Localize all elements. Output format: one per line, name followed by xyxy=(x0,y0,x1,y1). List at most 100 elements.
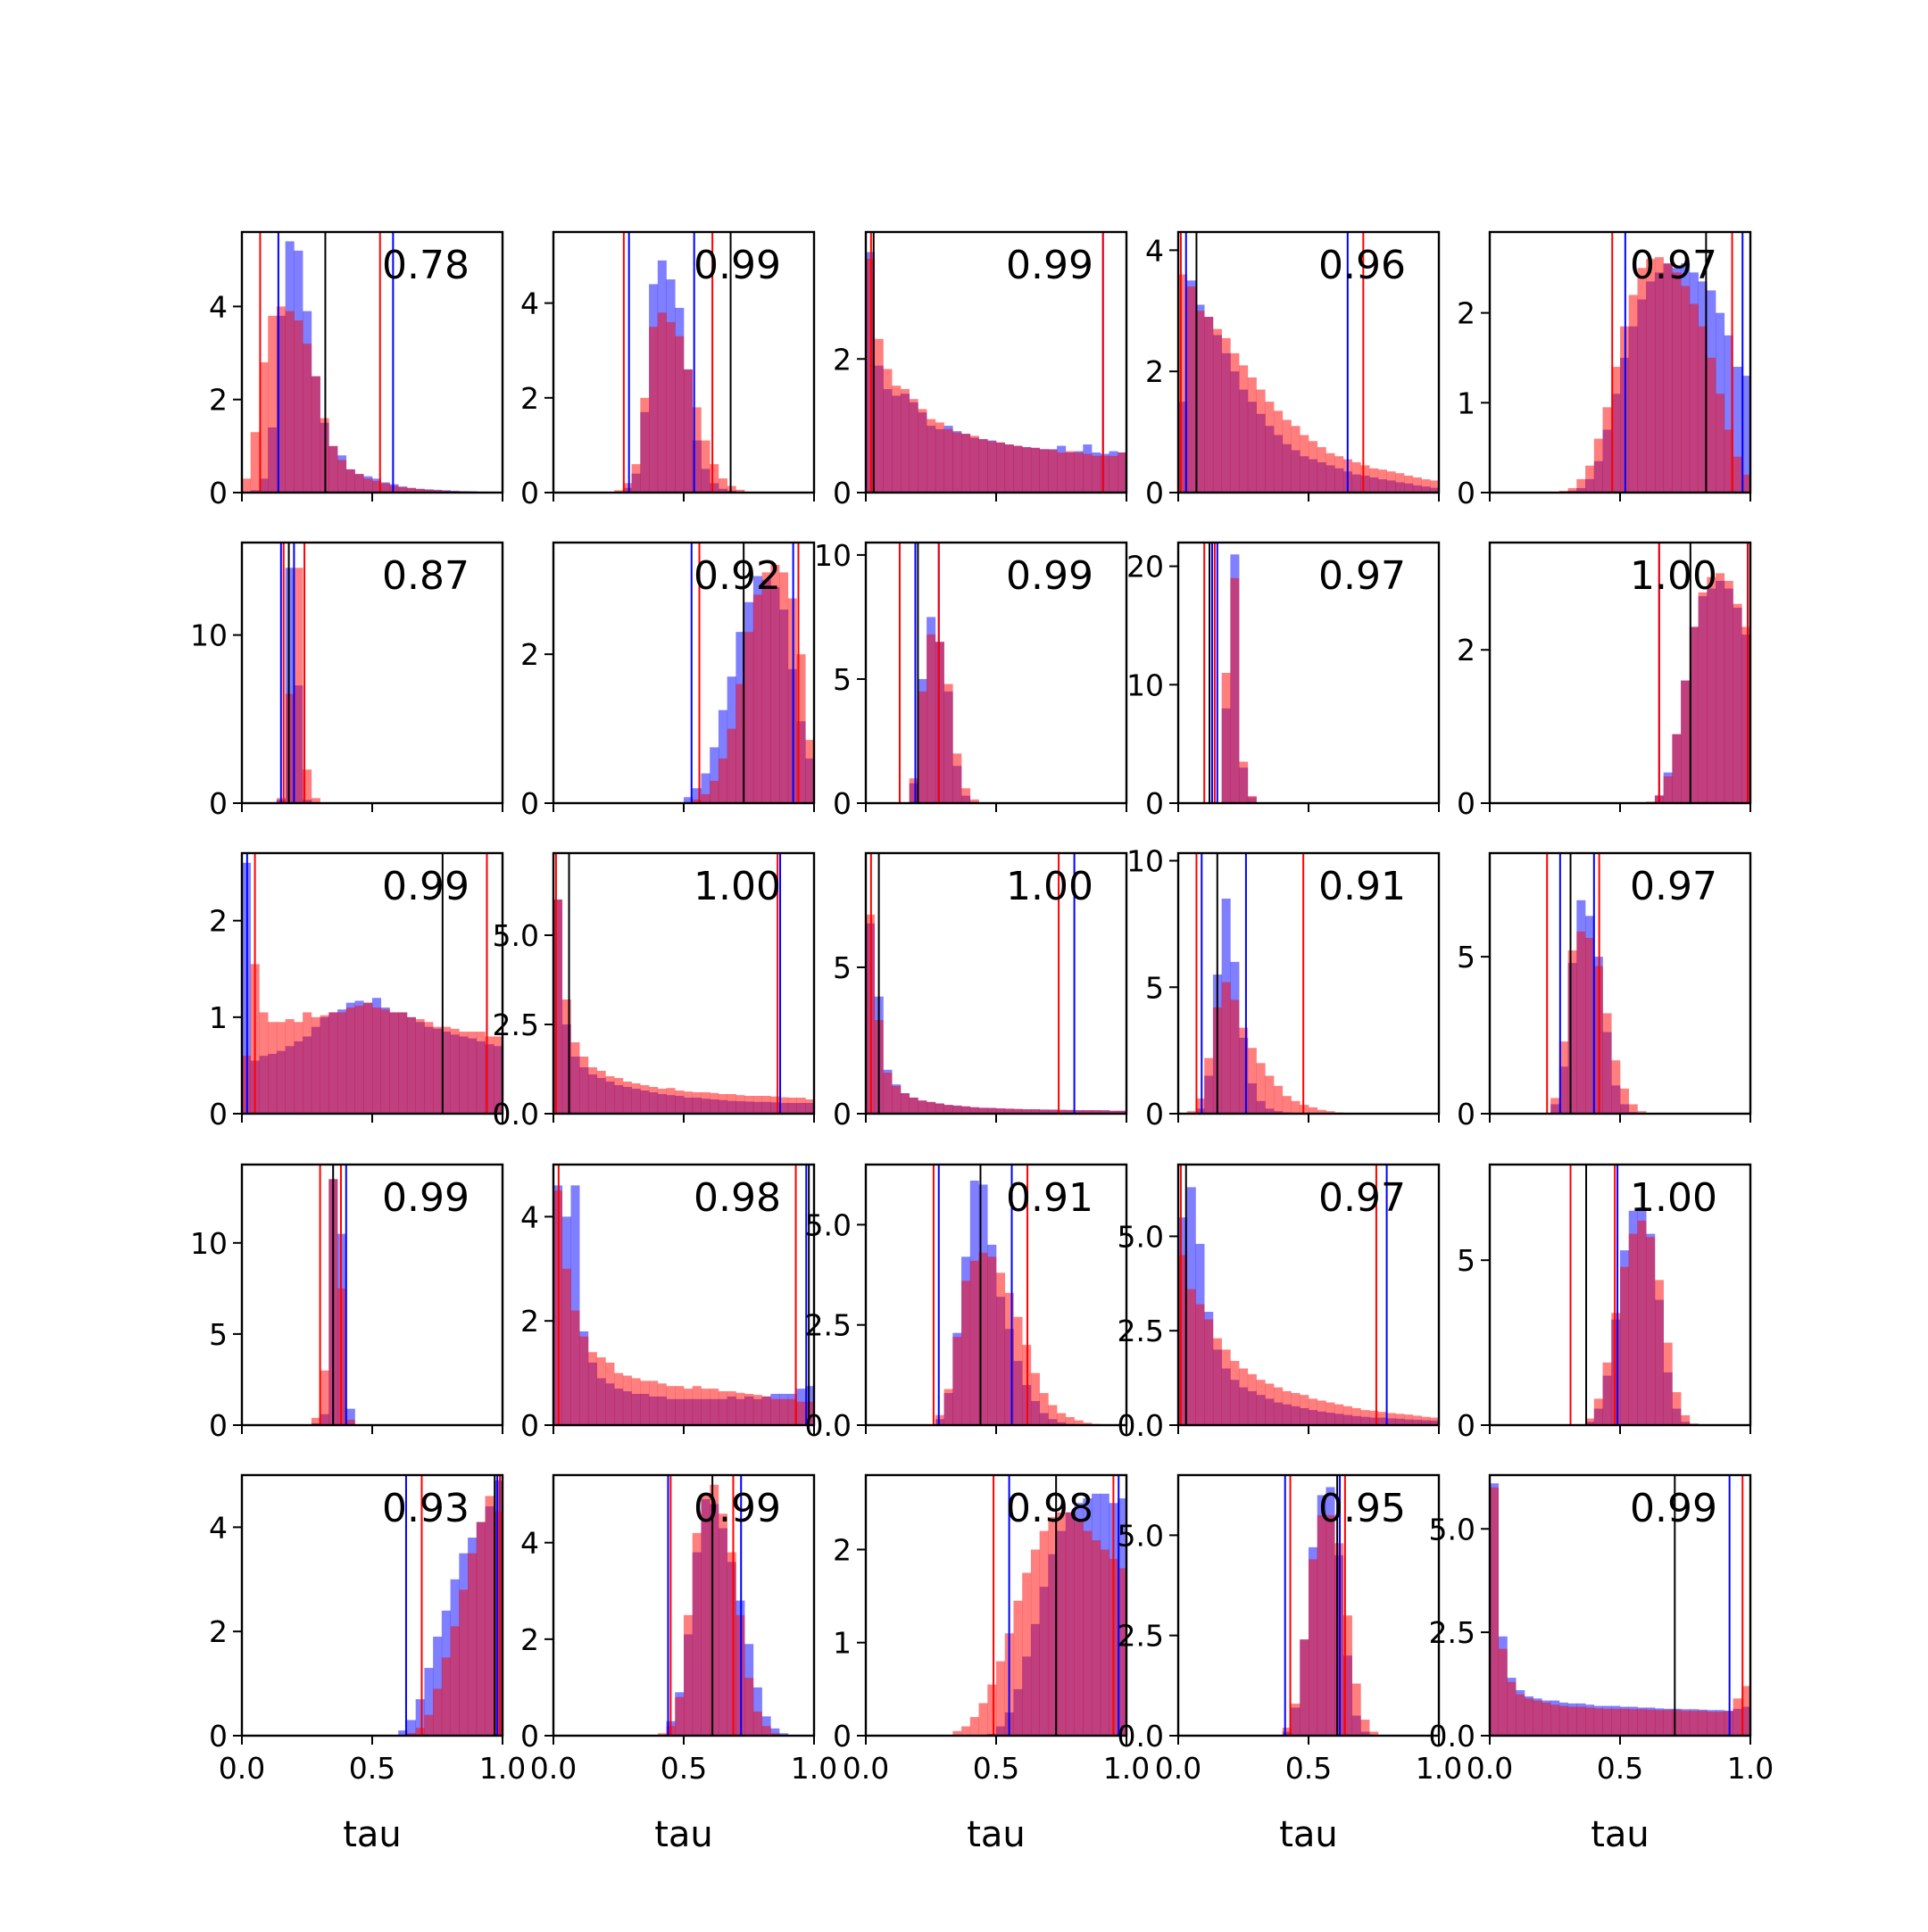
y-tick-label: 5 xyxy=(833,950,852,985)
correlation-label: 0.97 xyxy=(1318,1175,1406,1221)
correlation-label: 0.78 xyxy=(382,243,470,288)
hist-bar xyxy=(1326,1111,1335,1114)
y-tick-label: 20 xyxy=(1126,550,1164,585)
hist-bar xyxy=(345,1419,355,1425)
y-tick-label: 5.0 xyxy=(493,918,539,953)
hist-bar xyxy=(727,1552,736,1736)
x-tick-label: 0.5 xyxy=(1285,1751,1332,1786)
hist-bar xyxy=(389,1012,399,1114)
hist-bar xyxy=(987,1107,997,1114)
hist-bar xyxy=(1733,367,1742,493)
hist-bar xyxy=(1221,337,1231,493)
hist-bar xyxy=(553,900,563,1114)
hist-bar xyxy=(468,1553,478,1736)
y-tick-label: 0 xyxy=(209,1097,228,1132)
hist-bar xyxy=(935,1103,944,1114)
hist-bar xyxy=(570,1310,580,1425)
hist-bar xyxy=(485,1036,494,1114)
hist-bar xyxy=(1204,1057,1214,1114)
hist-bar xyxy=(303,344,312,493)
correlation-label: 0.87 xyxy=(382,553,470,599)
x-tick-label: 0.0 xyxy=(219,1751,265,1786)
hist-bar xyxy=(1186,1111,1196,1114)
hist-bar xyxy=(918,691,927,803)
hist-bar xyxy=(1360,1720,1370,1736)
hist-bar xyxy=(1558,1705,1568,1736)
hist-bar xyxy=(389,485,399,493)
hist-bar xyxy=(415,1728,425,1736)
hist-bar xyxy=(805,1099,814,1114)
plot-area xyxy=(276,543,329,803)
hist-bar xyxy=(268,1022,278,1114)
subplot-2-2: 020.92 xyxy=(520,541,816,821)
hist-bar xyxy=(1247,377,1257,493)
hist-bar xyxy=(450,1028,460,1114)
hist-bar xyxy=(614,1078,624,1114)
y-tick-label: 10 xyxy=(190,1226,228,1261)
hist-bar xyxy=(596,1357,606,1425)
hist-bar xyxy=(1576,1706,1586,1736)
plot-area xyxy=(1558,232,1750,493)
hist-bar xyxy=(1118,452,1126,493)
hist-bar xyxy=(1567,487,1577,493)
hist-bar xyxy=(1724,580,1733,803)
hist-bar xyxy=(1239,1368,1249,1425)
hist-bar xyxy=(701,773,711,803)
y-tick-label: 0.0 xyxy=(1429,1719,1475,1754)
hist-bar xyxy=(1022,447,1032,493)
hist-bar xyxy=(718,1094,727,1114)
hist-bar xyxy=(952,1730,962,1736)
hist-bar xyxy=(1039,449,1049,493)
hist-bar xyxy=(1212,1338,1222,1425)
hist-bar xyxy=(770,1733,780,1736)
hist-bar xyxy=(1326,1402,1335,1425)
plot-area xyxy=(553,853,814,1114)
hist-bar xyxy=(459,1032,469,1114)
hist-bar xyxy=(657,1383,667,1425)
y-tick-label: 5 xyxy=(1457,940,1475,974)
subplot-1-1: 0 2 4 0.78 xyxy=(209,230,504,510)
y-tick-label: 2 xyxy=(1145,354,1164,389)
y-tick-label: 5.0 xyxy=(1429,1512,1475,1546)
x-axis-label: tau xyxy=(967,1814,1026,1855)
y-tick-label: 1 xyxy=(209,1000,228,1035)
y-tick-label: 0 xyxy=(209,786,228,821)
hist-bar xyxy=(735,684,745,803)
hist-bar xyxy=(294,568,303,803)
y-tick-label: 2 xyxy=(1457,296,1475,331)
hist-bar xyxy=(1620,1708,1630,1736)
hist-bar xyxy=(441,1026,451,1114)
hist-bar xyxy=(1576,478,1586,493)
hist-bar xyxy=(406,1733,416,1736)
hist-bar xyxy=(311,798,320,803)
hist-bar xyxy=(1317,1109,1326,1114)
hist-bar xyxy=(718,709,727,803)
hist-bar xyxy=(943,684,953,803)
hist-bar xyxy=(1239,365,1249,493)
hist-bar xyxy=(1057,1109,1067,1114)
y-tick-label: 0 xyxy=(520,1719,539,1754)
hist-bar xyxy=(1351,1683,1361,1736)
hist-bar xyxy=(883,1073,893,1114)
x-tick-label: 0.5 xyxy=(973,1751,1019,1786)
hist-bar xyxy=(787,1098,797,1114)
hist-bar xyxy=(1083,453,1093,493)
hist-bar xyxy=(1239,761,1249,803)
hist-bar xyxy=(1567,1706,1577,1736)
hist-bar xyxy=(285,311,295,493)
hist-bar xyxy=(1109,1110,1118,1114)
hist-bar xyxy=(1230,352,1240,493)
hist-bar xyxy=(1074,452,1084,493)
hist-bar xyxy=(476,1522,486,1736)
hist-bar xyxy=(1100,455,1109,493)
plot-area xyxy=(1646,543,1750,803)
hist-bar xyxy=(701,1092,711,1114)
y-tick-label: 0 xyxy=(1145,476,1164,510)
hist-bar xyxy=(1360,1410,1370,1425)
plot-area xyxy=(398,1475,503,1736)
hist-bar xyxy=(1204,317,1214,493)
hist-bar xyxy=(779,1733,789,1736)
hist-bar xyxy=(692,1386,702,1425)
hist-bar xyxy=(649,1087,659,1114)
y-tick-label: 2 xyxy=(520,381,539,416)
